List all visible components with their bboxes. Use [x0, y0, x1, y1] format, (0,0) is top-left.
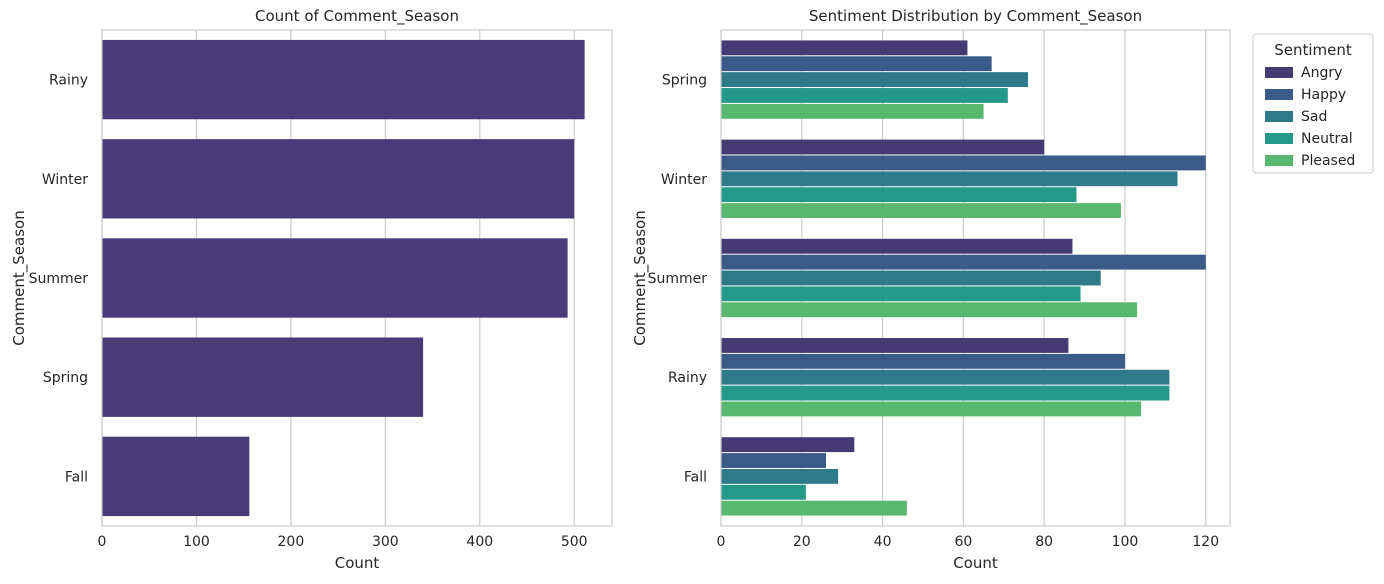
x-tick-label: 40 [874, 534, 892, 550]
y-tick-label: Winter [661, 172, 707, 188]
bar-fall-happy [721, 453, 827, 468]
chart-title: Sentiment Distribution by Comment_Season [809, 7, 1142, 26]
x-tick-label: 100 [1112, 534, 1139, 550]
legend: Sentiment Angry Happy Sad Neutral Pleased [1252, 33, 1374, 174]
legend-label-neutral: Neutral [1301, 131, 1353, 147]
chart-count-by-season: Count of Comment_Season 0 100 200 300 400 500… [10, 7, 613, 572]
x-tick-label: 120 [1192, 534, 1219, 550]
y-tick-label: Summer [29, 271, 89, 287]
bar-fall-sad [721, 468, 839, 484]
x-tick-label: 400 [466, 534, 493, 550]
y-axis-label: Comment_Season [631, 210, 650, 345]
bar-summer-happy [721, 254, 1206, 270]
bar-rainy-sad [721, 369, 1170, 385]
x-tick-label: 0 [98, 534, 107, 550]
y-tick-label: Spring [662, 73, 707, 89]
bar-summer-pleased [721, 302, 1138, 318]
bar-summer-angry [721, 238, 1073, 254]
bar-winter-happy [721, 155, 1206, 171]
x-axis-label: Count [335, 554, 380, 572]
y-tick-label: Fall [65, 469, 88, 485]
legend-label-happy: Happy [1301, 87, 1346, 103]
x-tick-label: 80 [1035, 534, 1053, 550]
x-tick-label: 300 [372, 534, 399, 550]
plot-frame [101, 29, 613, 527]
bar-rainy-happy [721, 353, 1125, 369]
legend-label-sad: Sad [1301, 109, 1327, 125]
bar-rainy-pleased [721, 401, 1142, 417]
bar-summer [102, 238, 568, 318]
bar-fall-angry [721, 437, 855, 453]
y-tick-label: Summer [648, 271, 708, 287]
bars [102, 39, 585, 517]
bar-spring-neutral [721, 88, 1008, 103]
x-tick-label: 100 [183, 534, 210, 550]
legend-label-angry: Angry [1301, 65, 1342, 81]
bar-winter-sad [721, 171, 1178, 187]
bar-fall [102, 436, 250, 517]
legend-swatch-sad [1265, 111, 1293, 122]
bar-winter-pleased [721, 203, 1121, 218]
bar-spring-angry [721, 40, 968, 56]
y-tick-label: Rainy [49, 73, 88, 89]
bar-spring-sad [721, 72, 1029, 88]
bar-rainy [102, 39, 585, 120]
bar-spring-happy [721, 56, 992, 72]
bar-fall-neutral [721, 484, 806, 500]
legend-title: Sentiment [1274, 41, 1352, 59]
y-tick-label: Rainy [668, 370, 707, 386]
bar-rainy-angry [721, 338, 1069, 353]
legend-swatch-happy [1265, 89, 1293, 100]
x-tick-label: 20 [793, 534, 811, 550]
bar-spring-pleased [721, 103, 984, 119]
y-tick-label: Spring [43, 370, 88, 386]
x-tick-label: 500 [561, 534, 588, 550]
y-tick-labels: Rainy Winter Summer Spring Fall [29, 73, 89, 486]
y-axis-label: Comment_Season [10, 210, 29, 345]
bar-winter-neutral [721, 187, 1077, 203]
legend-swatch-angry [1265, 67, 1293, 78]
y-tick-label: Fall [684, 469, 707, 485]
legend-swatch-pleased [1265, 155, 1293, 166]
legend-label-pleased: Pleased [1301, 153, 1355, 169]
x-axis-label: Count [953, 554, 998, 572]
bar-winter [102, 139, 575, 219]
plot-frame [720, 29, 1231, 527]
bar-winter-angry [721, 139, 1045, 155]
legend-items: Angry Happy Sad Neutral Pleased [1265, 65, 1355, 169]
x-tick-label: 0 [717, 534, 726, 550]
x-tick-labels: 0 20 40 60 80 100 120 [717, 534, 1220, 550]
x-tick-label: 60 [954, 534, 972, 550]
chart-sentiment-by-season: Sentiment Distribution by Comment_Season… [631, 7, 1231, 572]
y-tick-labels: Spring Winter Summer Rainy Fall [648, 73, 708, 486]
legend-swatch-neutral [1265, 133, 1293, 144]
x-tick-label: 200 [278, 534, 305, 550]
chart-title: Count of Comment_Season [255, 7, 459, 26]
bar-spring [102, 337, 424, 417]
bar-rainy-neutral [721, 385, 1170, 401]
bar-fall-pleased [721, 500, 907, 516]
x-tick-labels: 0 100 200 300 400 500 [98, 534, 588, 550]
y-tick-label: Winter [42, 172, 88, 188]
bar-summer-sad [721, 270, 1101, 286]
bar-summer-neutral [721, 286, 1081, 302]
bars [721, 40, 1206, 516]
